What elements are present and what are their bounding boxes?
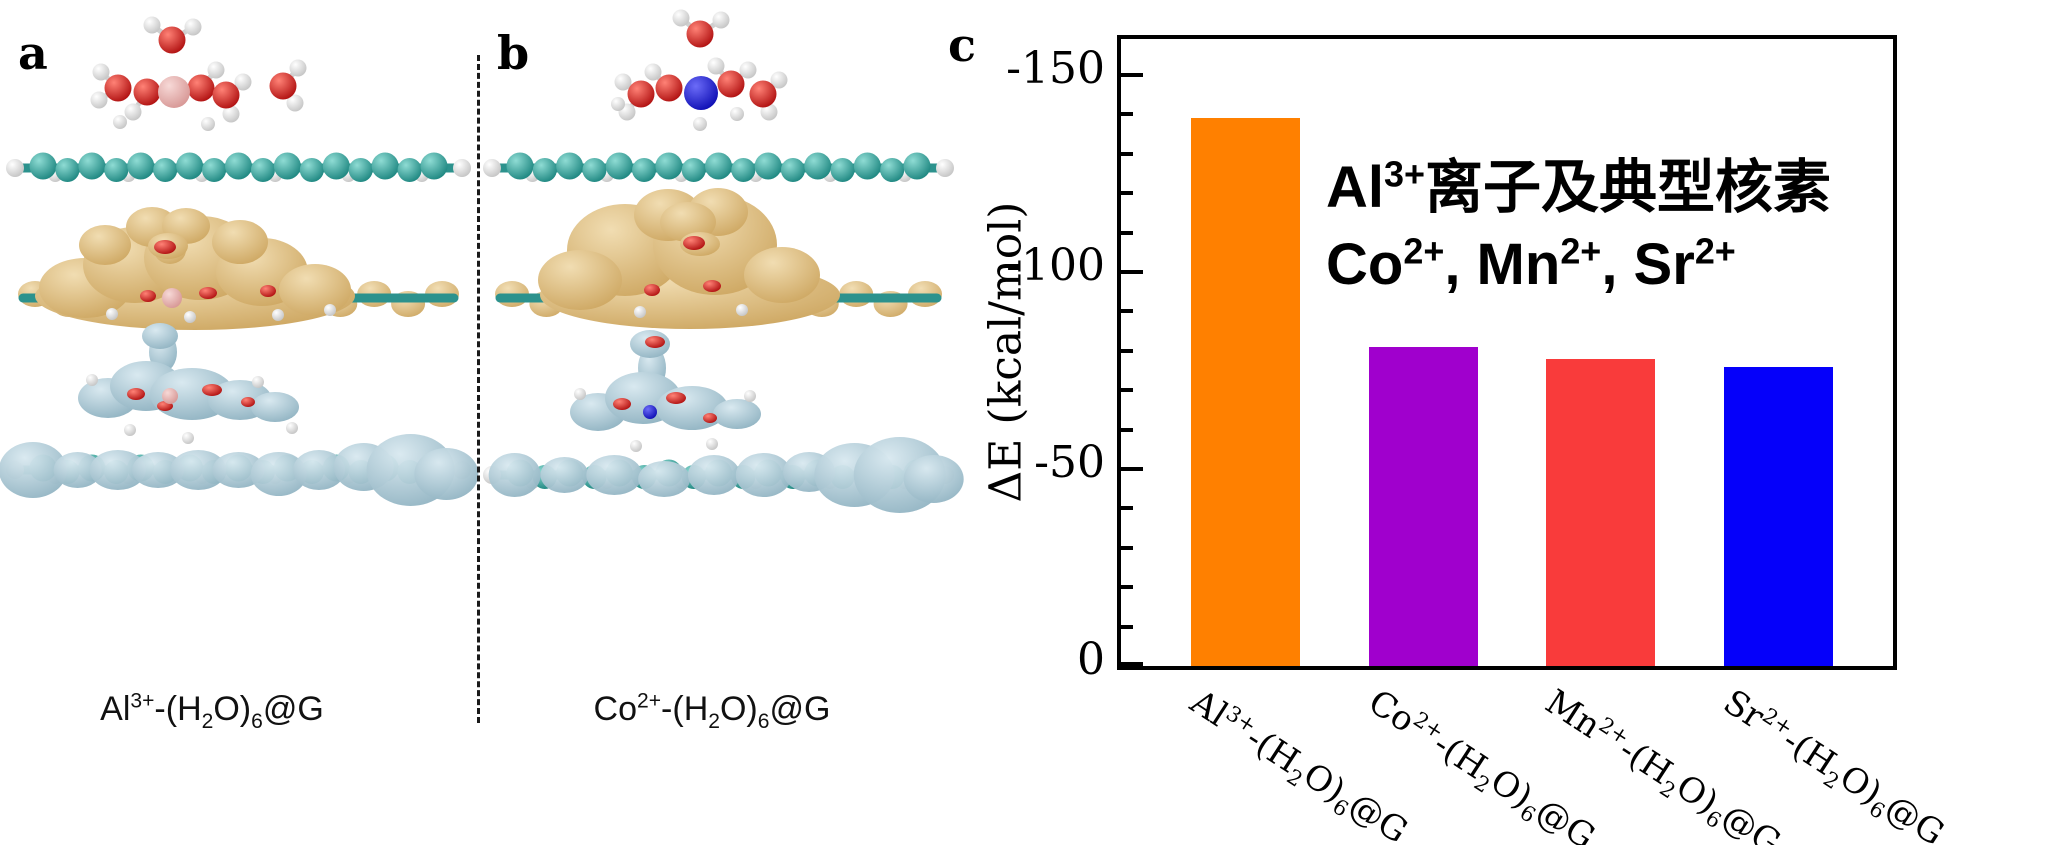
chart-annotation: Al3+离子及典型核素 Co2+, Mn2+, Sr2+	[1326, 150, 1831, 303]
chart-bar-0	[1191, 118, 1300, 666]
panel-a-caption: Al3+-(H2O)6@G	[100, 689, 324, 733]
panel-a-structures	[0, 16, 479, 506]
charge-accumulation-isosurface	[495, 188, 942, 329]
y-minor-tick	[1121, 348, 1133, 353]
y-tick-label: -100	[1006, 240, 1105, 291]
y-major-tick	[1121, 467, 1143, 471]
y-minor-tick	[1121, 506, 1133, 511]
bar-chart-plot-area	[1117, 35, 1897, 670]
chart-bar-1	[1368, 346, 1478, 666]
y-minor-tick	[1121, 151, 1133, 156]
panel-b-structures	[483, 9, 964, 513]
y-tick-label: -50	[1034, 437, 1105, 488]
y-major-tick	[1121, 270, 1143, 274]
molecular-structures-graphic	[0, 9, 964, 513]
y-minor-tick	[1121, 427, 1133, 432]
y-minor-tick	[1121, 624, 1133, 629]
panel-b-label: b	[497, 26, 530, 80]
y-major-tick	[1121, 73, 1143, 77]
panel-a-label: a	[18, 26, 48, 80]
chart-bar-2	[1546, 358, 1655, 666]
chart-annotation-line1: Al3+离子及典型核素	[1326, 153, 1832, 220]
y-tick-label: -150	[1006, 43, 1105, 94]
panel-c-label: c	[948, 18, 977, 72]
y-major-tick	[1121, 662, 1143, 666]
y-minor-tick	[1121, 112, 1133, 117]
chart-bar-3	[1723, 366, 1833, 666]
charge-accumulation-isosurface	[18, 207, 459, 330]
y-minor-tick	[1121, 388, 1133, 393]
y-minor-tick	[1121, 230, 1133, 235]
chart-annotation-line2: Co2+, Mn2+, Sr2+	[1326, 230, 1736, 297]
y-minor-tick	[1121, 545, 1133, 550]
y-minor-tick	[1121, 191, 1133, 196]
panel-b-caption: Co2+-(H2O)6@G	[593, 689, 831, 733]
y-minor-tick	[1121, 585, 1133, 590]
y-tick-label: 0	[1077, 634, 1105, 685]
y-minor-tick	[1121, 309, 1133, 314]
charge-depletion-cluster	[0, 323, 479, 506]
panel-divider-dashed-line	[477, 55, 480, 723]
charge-depletion-cluster	[483, 330, 964, 513]
